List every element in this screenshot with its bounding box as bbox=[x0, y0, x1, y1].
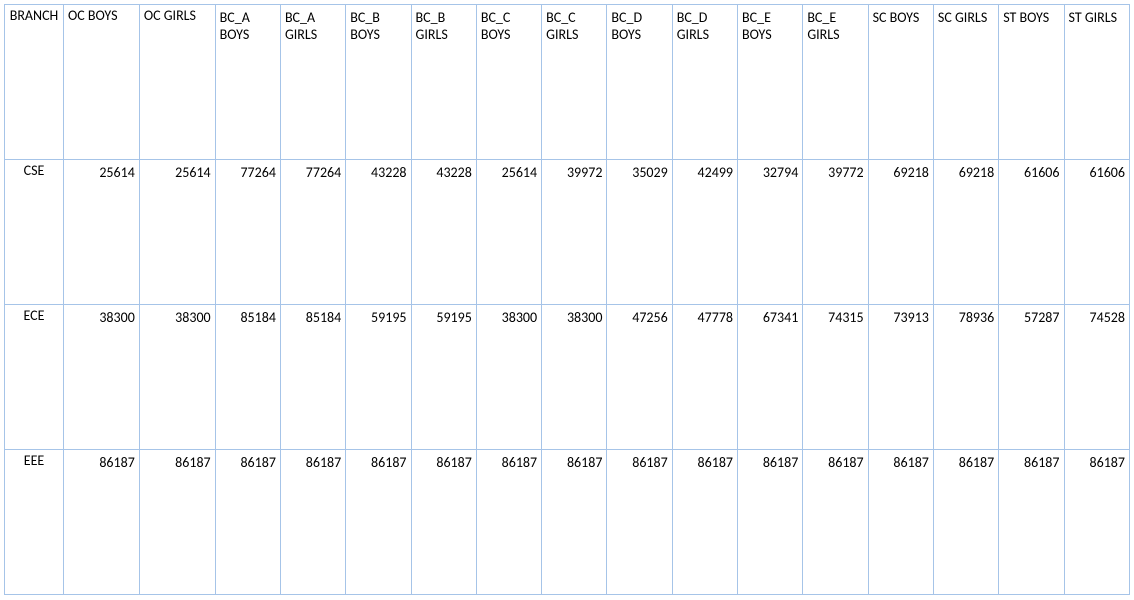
value-cell: 39972 bbox=[542, 160, 607, 305]
value-cell: 74315 bbox=[803, 305, 868, 450]
col-header-label: BC_E BOYS bbox=[738, 5, 802, 45]
table-row: EEE 86187 86187 86187 86187 86187 86187 … bbox=[5, 450, 1130, 595]
value-cell: 25614 bbox=[63, 160, 139, 305]
col-header-label: BC_B GIRLS bbox=[412, 5, 476, 45]
branch-cell: EEE bbox=[5, 450, 64, 595]
value-cell: 43228 bbox=[411, 160, 476, 305]
value-cell: 25614 bbox=[139, 160, 215, 305]
branch-label: EEE bbox=[5, 450, 63, 471]
col-header-label: BC_B BOYS bbox=[346, 5, 410, 45]
branch-cell: CSE bbox=[5, 160, 64, 305]
value-cell: 57287 bbox=[999, 305, 1064, 450]
value-cell: 77264 bbox=[215, 160, 280, 305]
value-cell: 85184 bbox=[215, 305, 280, 450]
col-header-label: ST BOYS bbox=[999, 5, 1063, 28]
value-cell: 86187 bbox=[803, 450, 868, 595]
value-cell: 38300 bbox=[63, 305, 139, 450]
value-cell: 78936 bbox=[933, 305, 998, 450]
col-header-label: BC_D BOYS bbox=[607, 5, 671, 45]
col-header-branch: BRANCH bbox=[5, 5, 64, 160]
table-body: CSE 25614 25614 77264 77264 43228 43228 … bbox=[5, 160, 1130, 595]
col-header-bc-c-boys: BC_C BOYS bbox=[476, 5, 541, 160]
col-header-label: BRANCH bbox=[5, 5, 63, 26]
table-header-row: BRANCH OC BOYS OC GIRLS BC_A BOYS BC_A G… bbox=[5, 5, 1130, 160]
col-header-label: OC GIRLS bbox=[140, 5, 215, 26]
branch-label: CSE bbox=[5, 160, 63, 181]
value-cell: 86187 bbox=[411, 450, 476, 595]
col-header-label: BC_A GIRLS bbox=[281, 5, 345, 45]
col-header-label: SC GIRLS bbox=[934, 5, 998, 28]
col-header-label: BC_C BOYS bbox=[477, 5, 541, 45]
table-row: ECE 38300 38300 85184 85184 59195 59195 … bbox=[5, 305, 1130, 450]
table-row: CSE 25614 25614 77264 77264 43228 43228 … bbox=[5, 160, 1130, 305]
col-header-bc-b-boys: BC_B BOYS bbox=[346, 5, 411, 160]
col-header-bc-a-girls: BC_A GIRLS bbox=[280, 5, 345, 160]
value-cell: 38300 bbox=[476, 305, 541, 450]
value-cell: 61606 bbox=[1064, 160, 1130, 305]
value-cell: 59195 bbox=[346, 305, 411, 450]
value-cell: 69218 bbox=[868, 160, 933, 305]
col-header-st-girls: ST GIRLS bbox=[1064, 5, 1130, 160]
col-header-label: ST GIRLS bbox=[1065, 5, 1130, 28]
col-header-bc-c-girls: BC_C GIRLS bbox=[542, 5, 607, 160]
value-cell: 86187 bbox=[607, 450, 672, 595]
value-cell: 38300 bbox=[139, 305, 215, 450]
value-cell: 39772 bbox=[803, 160, 868, 305]
value-cell: 86187 bbox=[139, 450, 215, 595]
col-header-bc-a-boys: BC_A BOYS bbox=[215, 5, 280, 160]
value-cell: 86187 bbox=[868, 450, 933, 595]
col-header-label: BC_A BOYS bbox=[216, 5, 280, 45]
value-cell: 47256 bbox=[607, 305, 672, 450]
value-cell: 43228 bbox=[346, 160, 411, 305]
value-cell: 59195 bbox=[411, 305, 476, 450]
col-header-label: BC_C GIRLS bbox=[542, 5, 606, 45]
col-header-label: BC_E GIRLS bbox=[803, 5, 867, 45]
value-cell: 35029 bbox=[607, 160, 672, 305]
value-cell: 73913 bbox=[868, 305, 933, 450]
col-header-bc-d-girls: BC_D GIRLS bbox=[672, 5, 737, 160]
value-cell: 67341 bbox=[738, 305, 803, 450]
value-cell: 38300 bbox=[542, 305, 607, 450]
value-cell: 42499 bbox=[672, 160, 737, 305]
value-cell: 86187 bbox=[476, 450, 541, 595]
value-cell: 77264 bbox=[280, 160, 345, 305]
value-cell: 86187 bbox=[999, 450, 1064, 595]
col-header-sc-girls: SC GIRLS bbox=[933, 5, 998, 160]
value-cell: 86187 bbox=[738, 450, 803, 595]
value-cell: 32794 bbox=[738, 160, 803, 305]
value-cell: 69218 bbox=[933, 160, 998, 305]
col-header-bc-d-boys: BC_D BOYS bbox=[607, 5, 672, 160]
value-cell: 86187 bbox=[542, 450, 607, 595]
col-header-oc-boys: OC BOYS bbox=[63, 5, 139, 160]
col-header-bc-e-girls: BC_E GIRLS bbox=[803, 5, 868, 160]
col-header-label: SC BOYS bbox=[869, 5, 933, 28]
value-cell: 86187 bbox=[346, 450, 411, 595]
value-cell: 86187 bbox=[672, 450, 737, 595]
col-header-oc-girls: OC GIRLS bbox=[139, 5, 215, 160]
value-cell: 25614 bbox=[476, 160, 541, 305]
value-cell: 86187 bbox=[63, 450, 139, 595]
value-cell: 47778 bbox=[672, 305, 737, 450]
value-cell: 86187 bbox=[215, 450, 280, 595]
branch-label: ECE bbox=[5, 305, 63, 326]
value-cell: 86187 bbox=[1064, 450, 1130, 595]
value-cell: 86187 bbox=[280, 450, 345, 595]
col-header-label: BC_D GIRLS bbox=[673, 5, 737, 45]
value-cell: 74528 bbox=[1064, 305, 1130, 450]
value-cell: 86187 bbox=[933, 450, 998, 595]
value-cell: 85184 bbox=[280, 305, 345, 450]
col-header-label: OC BOYS bbox=[64, 5, 139, 26]
col-header-sc-boys: SC BOYS bbox=[868, 5, 933, 160]
cutoff-table: BRANCH OC BOYS OC GIRLS BC_A BOYS BC_A G… bbox=[4, 4, 1130, 595]
branch-cell: ECE bbox=[5, 305, 64, 450]
col-header-bc-e-boys: BC_E BOYS bbox=[738, 5, 803, 160]
value-cell: 61606 bbox=[999, 160, 1064, 305]
col-header-st-boys: ST BOYS bbox=[999, 5, 1064, 160]
col-header-bc-b-girls: BC_B GIRLS bbox=[411, 5, 476, 160]
